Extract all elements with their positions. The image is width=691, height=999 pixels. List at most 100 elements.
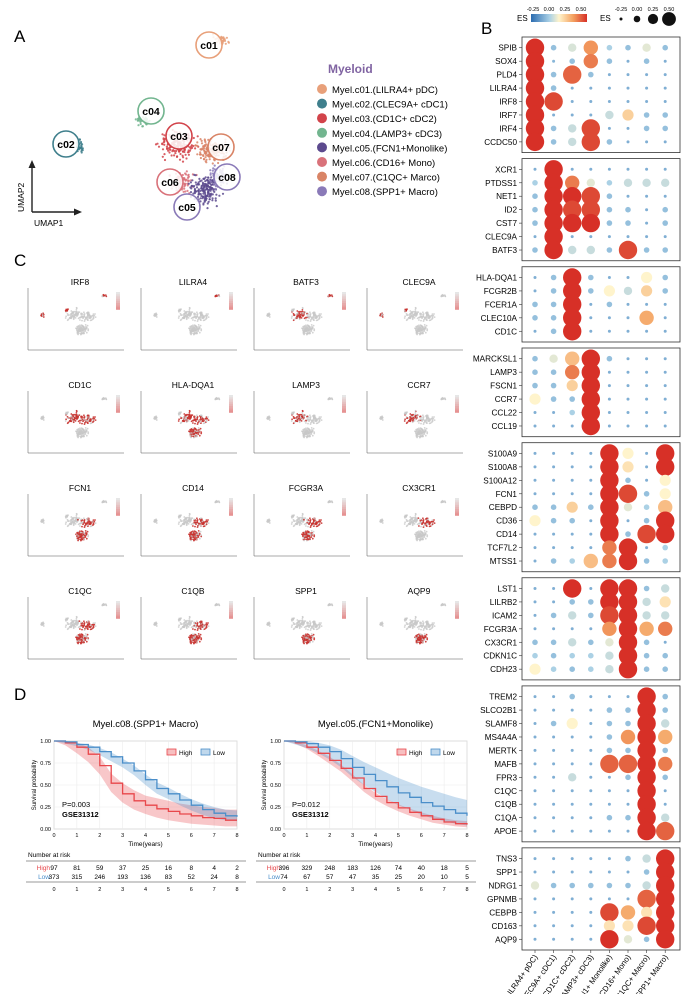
feature-cell xyxy=(424,530,426,532)
feature-cell xyxy=(414,317,416,319)
feature-colorbar-step xyxy=(116,500,120,502)
feature-cell xyxy=(313,536,315,538)
umap-cell xyxy=(217,162,219,164)
feature-colorbar-step xyxy=(342,507,346,509)
feature-cell xyxy=(188,420,190,422)
feature-cell xyxy=(200,428,202,430)
feature-cell xyxy=(309,641,311,643)
feature-cell xyxy=(186,522,188,524)
feature-cell xyxy=(189,618,191,620)
feature-cell xyxy=(319,317,321,319)
feature-cell xyxy=(76,513,78,515)
feature-cell xyxy=(77,519,79,521)
cluster-label: c08 xyxy=(218,172,236,184)
feature-cell xyxy=(73,421,75,423)
feature-plot: FCGR3A xyxy=(254,483,350,556)
feature-cell xyxy=(83,620,85,622)
umap-cell xyxy=(162,156,164,158)
feature-cell xyxy=(432,523,434,525)
feature-cell xyxy=(294,627,296,629)
feature-cell xyxy=(296,622,298,624)
feature-colorbar-step xyxy=(116,498,120,500)
feature-cell xyxy=(432,418,434,420)
feature-colorbar-step xyxy=(455,305,459,307)
feature-cell xyxy=(302,410,304,412)
feature-cell xyxy=(304,317,306,319)
umap-cell xyxy=(161,133,163,135)
feature-cell xyxy=(196,620,198,622)
feature-cell xyxy=(70,619,72,621)
feature-colorbar-step xyxy=(116,404,120,406)
feature-cell xyxy=(306,433,308,435)
feature-cell xyxy=(406,515,408,517)
feature-cell xyxy=(91,319,93,321)
feature-cell xyxy=(86,422,88,424)
feature-cell xyxy=(206,523,208,525)
feature-cell xyxy=(183,516,185,518)
umap-cell xyxy=(203,149,205,151)
feature-cell xyxy=(315,520,317,522)
feature-cell xyxy=(417,523,419,525)
feature-cell xyxy=(196,432,198,434)
feature-cell xyxy=(154,416,156,418)
feature-cell xyxy=(312,316,314,318)
feature-cell xyxy=(412,316,414,318)
feature-cell xyxy=(188,317,190,319)
umap-cell xyxy=(205,183,207,185)
feature-colorbar-step xyxy=(455,410,459,412)
feature-cell xyxy=(193,623,195,625)
feature-cell xyxy=(183,619,185,621)
feature-cell xyxy=(87,330,89,332)
feature-cell xyxy=(418,436,420,438)
feature-cell xyxy=(190,326,192,328)
feature-plot: CD14 xyxy=(141,483,237,556)
feature-cell xyxy=(93,315,95,317)
umap-cell xyxy=(202,203,204,205)
feature-cell xyxy=(306,431,308,433)
feature-cell xyxy=(204,319,206,321)
feature-cell xyxy=(295,523,297,525)
umap-cell xyxy=(193,137,195,139)
umap-cell xyxy=(201,147,203,149)
umap-cell xyxy=(210,172,212,174)
feature-cell xyxy=(305,414,307,416)
feature-cell xyxy=(78,329,80,331)
feature-cell xyxy=(79,620,81,622)
feature-cell xyxy=(309,517,311,519)
feature-cell xyxy=(312,430,314,432)
feature-cell xyxy=(218,296,220,298)
feature-cell xyxy=(180,314,182,316)
feature-cell xyxy=(86,316,88,318)
feature-cell xyxy=(85,427,87,429)
feature-cell xyxy=(306,520,308,522)
feature-cell xyxy=(86,319,88,321)
feature-cell xyxy=(189,410,191,412)
feature-cell xyxy=(417,420,419,422)
feature-cell xyxy=(416,519,418,521)
feature-colorbar-step xyxy=(342,505,346,507)
feature-cell xyxy=(309,535,311,537)
feature-colorbar-step xyxy=(342,410,346,412)
feature-cell xyxy=(186,524,188,526)
feature-cell xyxy=(200,634,202,636)
feature-colorbar-step xyxy=(342,301,346,303)
feature-cell xyxy=(77,437,79,439)
legend-label: Myel.c01.(LILRA4+ pDC) xyxy=(332,85,438,96)
feature-cell xyxy=(180,520,182,522)
feature-cell xyxy=(178,626,180,628)
feature-colorbar-step xyxy=(116,505,120,507)
feature-colorbar-step xyxy=(116,511,120,513)
feature-cell xyxy=(187,520,189,522)
feature-cell xyxy=(91,628,93,630)
feature-cell xyxy=(190,640,192,642)
feature-colorbar-step xyxy=(455,294,459,296)
feature-cell xyxy=(89,623,91,625)
feature-cell xyxy=(321,625,323,627)
feature-cell xyxy=(309,418,311,420)
feature-cell xyxy=(67,314,69,316)
feature-cell xyxy=(67,417,69,419)
feature-cell xyxy=(313,330,315,332)
feature-cell xyxy=(301,626,303,628)
feature-cell xyxy=(299,318,301,320)
